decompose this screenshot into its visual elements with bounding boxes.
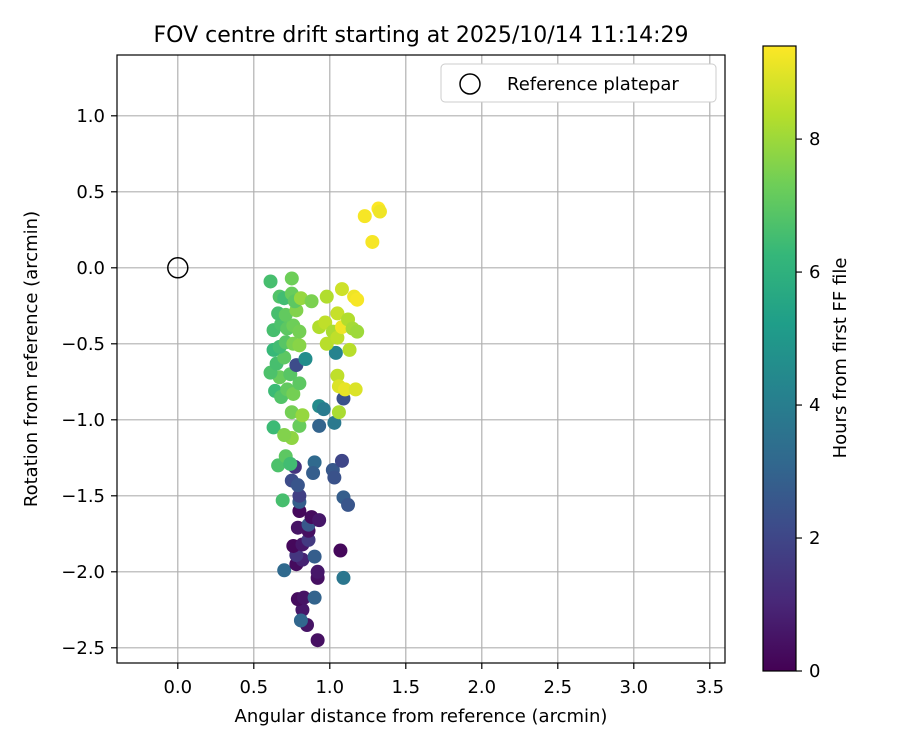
data-point <box>277 350 292 365</box>
data-point <box>292 376 307 391</box>
plot-background <box>117 55 725 663</box>
colorbar-label: Hours from first FF file <box>830 258 851 459</box>
data-point <box>284 271 299 286</box>
data-point <box>312 418 327 433</box>
data-point <box>290 520 305 535</box>
colorbar-tick-label: 4 <box>809 395 820 416</box>
x-tick-label: 2.5 <box>543 677 572 698</box>
x-tick-label: 1.0 <box>315 677 344 698</box>
data-point <box>277 428 292 442</box>
y-tick-label: 1.0 <box>76 106 105 127</box>
colorbar-gradient <box>762 45 797 672</box>
data-point <box>304 294 319 309</box>
data-point <box>298 352 313 366</box>
x-axis-label: Angular distance from reference (arcmin) <box>235 706 608 727</box>
y-axis-label: Rotation from reference (arcmin) <box>21 211 42 507</box>
data-point <box>336 570 351 585</box>
data-point <box>350 324 365 339</box>
data-point <box>307 455 322 470</box>
data-point <box>342 342 357 357</box>
x-axis-ticks: 0.0 0.5 1.0 1.5 2.0 2.5 3.0 3.5 <box>163 663 724 698</box>
colorbar-ticks: 0 2 4 6 8 <box>796 129 820 682</box>
colorbar-tick-label: 0 <box>809 661 820 682</box>
data-point <box>263 274 278 289</box>
data-point <box>290 478 305 493</box>
y-tick-label: 0.0 <box>76 258 105 279</box>
x-tick-label: 3.5 <box>695 677 724 698</box>
x-tick-label: 3.0 <box>619 677 648 698</box>
data-point <box>266 420 281 435</box>
data-point <box>295 408 310 423</box>
data-point <box>292 488 307 503</box>
data-point <box>327 470 342 485</box>
data-point <box>296 590 311 605</box>
data-point <box>338 382 352 397</box>
data-point <box>334 282 349 297</box>
data-point <box>357 209 372 224</box>
y-tick-label: 0.5 <box>76 182 105 203</box>
data-point <box>372 204 387 219</box>
data-point <box>350 292 365 307</box>
data-point <box>331 405 346 420</box>
data-point <box>277 563 292 578</box>
data-point <box>306 466 321 480</box>
x-tick-label: 2.0 <box>467 677 496 698</box>
colorbar-tick-label: 2 <box>809 528 820 549</box>
x-tick-label: 1.5 <box>391 677 420 698</box>
data-point <box>348 382 363 397</box>
data-point <box>330 306 345 321</box>
y-tick-label: −0.5 <box>61 334 105 355</box>
colorbar: 0 2 4 6 8 Hours from first FF file <box>762 45 851 682</box>
data-point <box>327 415 342 430</box>
data-point <box>278 307 293 322</box>
reference-marker <box>167 257 189 279</box>
data-point <box>283 456 298 471</box>
data-point <box>293 291 308 306</box>
data-point <box>341 497 356 512</box>
y-tick-label: −1.5 <box>61 486 105 507</box>
data-point <box>365 234 380 249</box>
y-axis-ticks: 1.0 0.5 0.0 −0.5 −1.0 −1.5 −2.0 −2.5 <box>61 106 117 659</box>
data-point <box>330 368 345 383</box>
data-point <box>316 402 331 417</box>
data-point <box>307 549 322 564</box>
data-point <box>334 453 349 468</box>
colorbar-tick-label: 6 <box>809 262 820 283</box>
data-point <box>310 633 325 648</box>
y-tick-label: −2.0 <box>61 562 105 583</box>
legend: Reference platepar <box>440 63 717 103</box>
data-point <box>293 613 308 628</box>
data-point <box>310 564 325 579</box>
plot-frame <box>116 54 726 664</box>
legend-marker-reference <box>459 73 481 95</box>
data-points <box>263 201 387 648</box>
data-point <box>292 338 307 353</box>
data-point <box>330 330 345 345</box>
x-tick-label: 0.5 <box>239 677 268 698</box>
data-point <box>284 405 299 420</box>
plot-area: 0.0 0.5 1.0 1.5 2.0 2.5 3.0 3.5 1.0 0.5 0.0 −0.5 −1… <box>61 54 726 698</box>
legend-box <box>440 63 717 103</box>
data-point <box>286 386 301 401</box>
data-point <box>319 336 334 351</box>
chart-title: FOV centre drift starting at 2025/10/14 … <box>154 23 689 48</box>
data-point <box>292 324 307 339</box>
data-point <box>328 345 343 360</box>
legend-entry-reference: Reference platepar <box>507 74 679 95</box>
data-point <box>292 418 307 433</box>
y-tick-label: −1.0 <box>61 410 105 431</box>
data-point <box>333 543 348 558</box>
data-point <box>295 602 310 617</box>
data-point <box>307 590 322 605</box>
x-tick-label: 0.0 <box>163 677 192 698</box>
data-point <box>275 493 290 508</box>
colorbar-tick-label: 8 <box>809 129 820 150</box>
data-point <box>312 513 327 528</box>
grid-lines <box>117 55 725 663</box>
data-point <box>319 289 334 304</box>
y-tick-label: −2.5 <box>61 638 105 659</box>
